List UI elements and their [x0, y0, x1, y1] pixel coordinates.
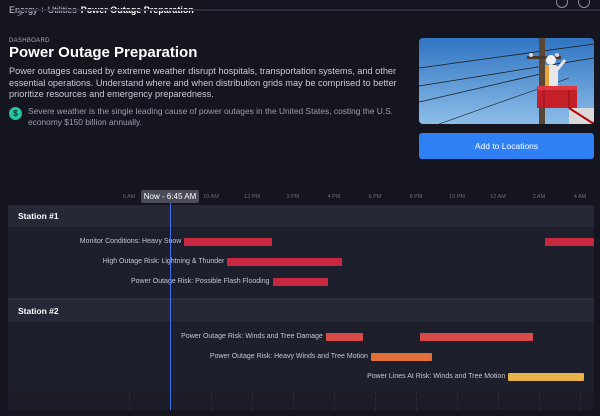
hour-tick-label: 6 PM: [368, 194, 382, 200]
event-label: High Outage Risk: Lightning & Thunder: [102, 258, 225, 265]
menu-icon[interactable]: [578, 0, 590, 8]
hour-tick-label: 10 AM: [203, 194, 219, 200]
lineman-illustration: [419, 38, 594, 124]
page-title: Power Outage Preparation: [9, 44, 198, 61]
now-indicator-label: Now - 6:45 AM: [141, 190, 199, 203]
station-header[interactable]: Station #1: [8, 205, 594, 227]
breadcrumb-separator: >: [17, 9, 600, 19]
event-label: Power Outage Risk: Heavy Winds and Tree …: [209, 353, 368, 360]
station-header[interactable]: Station #2: [8, 300, 594, 322]
hour-tick-label: 4 PM: [327, 194, 341, 200]
now-indicator-line: [170, 203, 171, 410]
event-bar[interactable]: [227, 258, 343, 266]
share-icon[interactable]: [556, 0, 568, 8]
timeline-hour-axis: 6 AM 10 AM 12 PM 2 PM 4 PM 6 PM 8 PM 10 PM 12 AM…: [0, 194, 600, 204]
station-name: Station #1: [18, 211, 59, 221]
add-to-locations-button[interactable]: Add to Locations: [419, 133, 594, 159]
event-bar[interactable]: [545, 238, 594, 246]
event-label: Power Outage Risk: Possible Flash Floodi…: [130, 278, 270, 285]
dollar-icon: $: [9, 107, 22, 120]
station-name: Station #2: [18, 306, 59, 316]
breadcrumb: Energy + Utilities > Power Outage Prepar…: [9, 5, 600, 19]
hour-tick-label: 12 PM: [244, 194, 260, 200]
hour-tick-label: 12 AM: [490, 194, 506, 200]
page-description: Power outages caused by extreme weather …: [9, 66, 397, 99]
hour-tick-label: 2 AM: [532, 194, 546, 200]
hour-tick-label: 10 PM: [449, 194, 465, 200]
station-divider: [8, 298, 594, 300]
info-note: $ Severe weather is the single leading c…: [9, 106, 419, 127]
top-right-icons: [556, 0, 590, 8]
lineman-photo: [419, 38, 594, 124]
info-note-text: Severe weather is the single leading cau…: [28, 106, 393, 127]
event-label: Monitor Conditions: Heavy Snow: [79, 238, 182, 245]
hour-tick-label: 6 AM: [122, 194, 136, 200]
page-kicker: DASHBOARD: [9, 38, 50, 44]
event-label: Power Lines At Risk: Winds and Tree Moti…: [367, 373, 506, 380]
event-bar[interactable]: [272, 278, 328, 286]
event-bar[interactable]: [370, 353, 433, 361]
event-bar[interactable]: [184, 238, 273, 246]
event-label: Power Outage Risk: Winds and Tree Damage: [181, 333, 323, 340]
hour-tick-label: 8 PM: [409, 194, 423, 200]
event-bar[interactable]: [420, 333, 533, 341]
hour-tick-label: 2 PM: [286, 194, 300, 200]
event-bar[interactable]: [325, 333, 363, 341]
hour-tick-label: 4 AM: [573, 194, 587, 200]
event-bar[interactable]: [508, 373, 585, 381]
